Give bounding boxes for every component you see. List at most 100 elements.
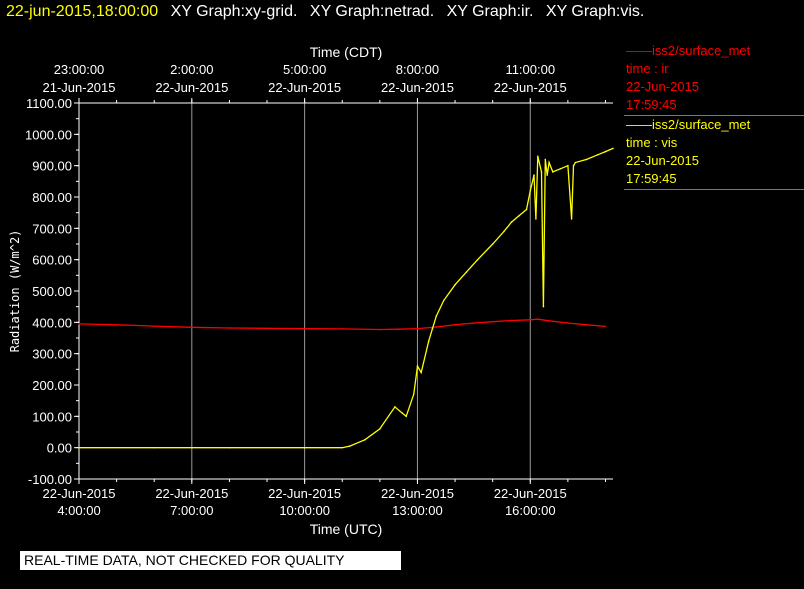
top-tick-date: 21-Jun-2015 [43,80,116,95]
vis-point [348,445,351,447]
top-tick-time: 8:00:00 [396,62,439,77]
vis-point [412,393,415,396]
x-tick-time: 7:00:00 [170,503,213,518]
ir-point [529,319,532,321]
x-tick-date: 22-Jun-2015 [268,486,341,501]
top-tick-time: 2:00:00 [170,62,213,77]
vis-point [394,406,396,408]
legend-ir-time: 17:59:45 [626,97,677,112]
vis-point [612,147,614,150]
ir-point [585,324,588,326]
ir-point [491,320,494,323]
vis-point [476,258,479,261]
header-timestamp: 22-jun-2015,18:00:00 [6,3,159,20]
ir-point [191,326,193,329]
legend-entry-vis: ——iss2/surface_met time : vis 22-Jun-201… [624,116,804,190]
y-tick-label: 1000.00 [25,127,72,142]
x-tick-time: 10:00:00 [279,503,330,518]
vis-point [420,371,423,374]
ir-point [397,328,400,331]
vis-point [228,446,231,449]
vis-point [510,221,513,223]
top-tick-date: 22-Jun-2015 [381,80,454,95]
top-tick-time: 5:00:00 [283,62,326,77]
y-tick-label: 700.00 [32,221,72,236]
vis-point [503,230,505,233]
y-tick-label: 0.00 [47,441,72,456]
y-tick-label: 500.00 [32,284,72,299]
vis-point [567,164,569,167]
vis-point [401,412,404,415]
vis-point [529,189,532,192]
vis-point [465,271,468,274]
vis-point [542,305,545,308]
ir-point [115,324,118,326]
vis-point [604,150,607,153]
y-tick-label: 100.00 [32,409,72,424]
y-tick-label: 300.00 [32,347,72,362]
vis-point [536,155,539,158]
ir-point [604,325,607,328]
top-tick-time: 23:00:00 [54,62,105,77]
ir-point [416,327,419,330]
header-title-vis: XY Graph:vis. [545,3,645,20]
ir-point [548,319,550,322]
vis-point [416,365,419,368]
legend-vis-date: 22-Jun-2015 [626,153,699,168]
legend-entry-ir: ——iss2/surface_met time : ir 22-Jun-2015… [624,42,804,116]
ir-point [567,322,569,324]
x-tick-date: 22-Jun-2015 [494,486,567,501]
top-tick-date: 22-Jun-2015 [155,80,228,95]
ir-point [379,328,381,331]
vis-point [454,283,456,286]
ir-point [454,324,456,326]
y-tick-label: 200.00 [32,378,72,393]
top-axis-title: Time (CDT) [310,44,383,60]
y-axis-title: Radiation (W/m^2) [8,230,22,353]
ir-point [536,318,539,321]
vis-point [153,446,156,449]
vis-point [546,174,548,176]
legend-ir-kind: time : ir [626,61,669,76]
y-tick-label: 400.00 [32,315,72,330]
vis-point [597,153,599,156]
header-title-xy-grid: XY Graph:xy-grid. [170,3,298,20]
ir-point [266,327,268,330]
ir-point [473,322,475,324]
x-tick-time: 13:00:00 [392,503,443,518]
vis-point [379,428,381,430]
quality-disclaimer: REAL-TIME DATA, NOT CHECKED FOR QUALITY [20,551,401,570]
ir-point [435,326,438,328]
vis-point [78,446,80,449]
x-tick-date: 22-Jun-2015 [381,486,454,501]
vis-point [364,439,366,441]
x-tick-time: 4:00:00 [57,503,100,518]
series-vis-line [79,147,614,449]
vis-point [518,215,520,217]
vis-point [540,171,543,173]
vis-point [585,158,588,161]
legend: ——iss2/surface_met time : ir 22-Jun-2015… [624,42,804,190]
top-tick-time: 11:00:00 [505,62,555,77]
header: 22-jun-2015,18:00:00 XY Graph:xy-grid. X… [6,3,644,21]
vis-point [427,340,430,342]
y-tick-label: 1100.00 [26,96,72,111]
vis-point [552,171,554,173]
series-ir-line [78,318,606,331]
legend-ir-source: ——iss2/surface_met [626,43,751,58]
top-tick-date: 22-Jun-2015 [494,80,567,95]
vis-point [572,164,575,167]
y-tick-label: -100.00 [28,472,72,487]
vis-point [435,315,438,317]
vis-point [405,415,407,418]
legend-vis-source: ——iss2/surface_met [626,117,751,132]
legend-vis-time: 17:59:45 [626,171,677,186]
vis-point [535,218,537,220]
legend-ir-date: 22-Jun-2015 [626,79,699,94]
x-tick-time: 16:00:00 [505,503,556,518]
ir-point [341,328,344,330]
ir-point [78,323,80,325]
y-tick-label: 900.00 [32,159,72,174]
legend-vis-kind: time : vis [626,135,678,150]
